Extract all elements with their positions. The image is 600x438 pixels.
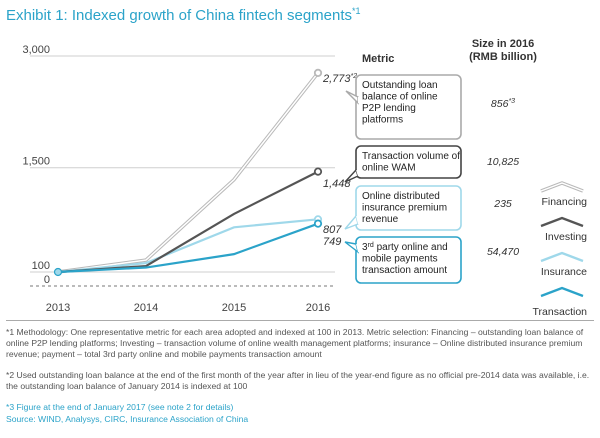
y-tick-label: 3,000 — [22, 44, 50, 56]
metric-label: platforms — [362, 115, 403, 126]
metric-label: insurance premium — [362, 203, 447, 214]
data-point — [313, 68, 323, 78]
metric-box-pointer-mask — [356, 243, 360, 253]
data-point — [313, 167, 323, 176]
footnote-1: *1 Methodology: One representative metri… — [6, 327, 584, 359]
footnote-3: *3 Figure at the end of January 2017 (se… — [6, 402, 234, 412]
legend-icon-financing — [540, 181, 584, 193]
metric-label: transaction amount — [362, 265, 447, 276]
series-line-insurance — [57, 218, 319, 274]
end-value-label: 1,448 — [323, 178, 351, 190]
legend-icon-financing-inner — [540, 182, 584, 192]
x-tick-label: 2014 — [134, 302, 158, 314]
metric-box-pointer-mask — [356, 169, 360, 177]
size-value: 856*3 — [491, 98, 515, 110]
size-header: Size in 2016 — [472, 38, 534, 50]
metric-label: Transaction volume of — [362, 151, 460, 162]
chart: 3,000 1,500 100 0 2013 2014 2015 2016 2,773*2 1,4… — [22, 38, 588, 318]
size-header: (RMB billion) — [469, 51, 537, 63]
footnote-divider — [6, 320, 594, 321]
x-tick-label: 2015 — [222, 302, 246, 314]
chart-title: Exhibit 1: Indexed growth of China finte… — [6, 6, 361, 24]
metric-box — [355, 185, 462, 231]
legend-label: Financing — [541, 196, 587, 208]
y-tick-label: 1,500 — [22, 156, 50, 168]
metric-box — [355, 145, 462, 179]
legend-label: Insurance — [541, 266, 587, 278]
metric-box-pointer-mask — [356, 215, 360, 225]
footnote-2: *2 Used outstanding loan balance at the … — [6, 370, 590, 391]
metric-box — [355, 236, 462, 284]
legend-label: Investing — [545, 231, 587, 243]
metric-box-pointer — [344, 168, 359, 183]
data-point-origin — [53, 267, 63, 277]
legend-icon-investing — [540, 216, 584, 228]
size-value: 235 — [493, 198, 512, 210]
metric-label: 3rd party online and — [362, 242, 448, 253]
size-value: 54,470 — [487, 246, 519, 258]
size-value: 10,825 — [487, 156, 519, 168]
series-line-inner-financing — [57, 72, 319, 273]
metric-label: balance of online — [362, 92, 438, 103]
y-tick-label: 100 — [32, 260, 50, 272]
data-point — [313, 219, 323, 228]
metric-label: Online distributed — [362, 191, 440, 202]
series-line-transaction — [57, 222, 319, 274]
end-value-label: 807 — [323, 224, 342, 236]
metric-box-pointer — [344, 241, 360, 254]
metric-label: Outstanding loan — [362, 80, 438, 91]
y-tick-label: 0 — [44, 274, 50, 286]
metric-label: mobile payments — [362, 254, 438, 265]
end-value-label: 749 — [323, 236, 341, 248]
source-note: Source: WIND, Analysys, CIRC, Insurance … — [6, 414, 249, 424]
end-value-label: 2,773*2 — [322, 73, 357, 85]
legend-icon-insurance — [540, 251, 584, 263]
legend-icon-transaction — [540, 286, 584, 298]
metric-header: Metric — [362, 53, 394, 65]
metric-box — [355, 74, 462, 140]
metric-label: revenue — [362, 214, 399, 225]
metric-label: online WAM — [362, 163, 416, 174]
legend-label: Transaction — [533, 306, 588, 318]
metric-label: P2P lending — [362, 103, 416, 114]
x-tick-label: 2013 — [46, 302, 70, 314]
x-tick-label: 2016 — [306, 302, 330, 314]
